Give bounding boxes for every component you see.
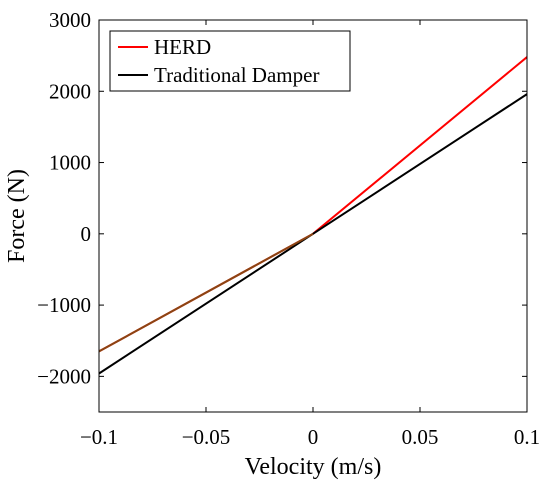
y-tick-label: −1000 (37, 293, 91, 317)
y-tick-label: 1000 (49, 151, 91, 175)
legend-label-traditional-damper: Traditional Damper (154, 63, 319, 87)
x-axis-title: Velocity (m/s) (245, 454, 382, 480)
x-tick-label: −0.1 (80, 425, 118, 449)
y-tick-label: 0 (81, 222, 92, 246)
y-tick-label: 2000 (49, 79, 91, 103)
series-line-herd-negative-segment (98, 232, 314, 353)
tick-labels: −0.1 −0.05 0 0.05 0.1 −2000 −1000 0 1000 2000 3000 (37, 8, 540, 449)
legend-label-herd: HERD (154, 35, 211, 59)
y-axis-title: Force (N) (4, 169, 30, 263)
series-line-herd (98, 56, 528, 353)
legend: HERD Traditional Damper (109, 30, 351, 92)
legend-box (109, 30, 351, 92)
y-tick-label: −2000 (37, 364, 91, 388)
x-tick-label: −0.05 (182, 425, 231, 449)
axis-ticks (98, 19, 528, 412)
series-line-traditional-damper (98, 93, 528, 375)
x-tick-label: 0.1 (514, 425, 540, 449)
y-tick-label: 3000 (49, 8, 91, 32)
x-tick-label: 0.05 (402, 425, 439, 449)
x-tick-label: 0 (308, 425, 319, 449)
